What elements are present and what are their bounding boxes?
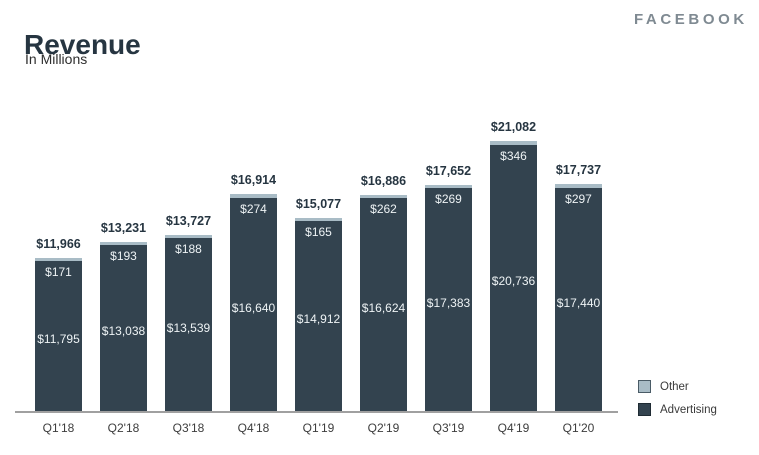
advertising-value-label: $14,912	[296, 312, 341, 326]
advertising-value-label: $13,539	[166, 320, 211, 335]
other-segment	[295, 218, 342, 221]
x-tick-Q2'19: Q2'19	[367, 421, 400, 435]
bar-Q2'18	[100, 242, 147, 411]
bar-Q1'18	[35, 258, 82, 411]
page-subtitle: In Millions	[25, 51, 88, 67]
other-segment	[425, 185, 472, 188]
total-value-label: $17,652	[425, 164, 472, 178]
chart-legend: Other Advertising	[638, 375, 717, 421]
advertising-value-label: $11,795	[37, 332, 80, 346]
other-value-label: $297	[565, 192, 592, 206]
legend-swatch-icon	[638, 380, 651, 393]
bar-Q4'18	[230, 194, 277, 411]
bar-Q3'18	[165, 235, 212, 411]
other-value-label: $165	[305, 225, 332, 239]
x-tick-Q3'19: Q3'19	[432, 421, 465, 435]
page-title: Revenue	[24, 28, 141, 60]
total-value-label: $16,886	[360, 174, 407, 188]
advertising-value-label: $20,736	[491, 274, 536, 288]
facebook-logo: FACEBOOK	[634, 11, 748, 28]
other-value-label: $188	[175, 242, 202, 256]
legend-swatch-icon	[638, 403, 651, 416]
total-value-label: $13,727	[165, 214, 212, 228]
bar-Q1'20	[555, 184, 602, 411]
other-segment	[165, 235, 212, 238]
bar-Q4'19	[490, 141, 537, 411]
total-value-label: $21,082	[490, 120, 537, 134]
other-value-label: $269	[435, 192, 462, 206]
other-segment	[35, 258, 82, 261]
other-segment	[100, 242, 147, 245]
x-tick-Q3'18: Q3'18	[172, 421, 205, 435]
x-tick-Q1'20: Q1'20	[562, 421, 595, 435]
other-segment	[360, 195, 407, 198]
total-value-label: $17,737	[555, 163, 602, 177]
legend-item-other: Other	[638, 375, 717, 398]
x-tick-Q4'18: Q4'18	[237, 421, 270, 435]
bar-Q1'19	[295, 218, 342, 411]
other-segment	[230, 194, 277, 198]
total-value-label: $11,966	[36, 237, 81, 251]
other-value-label: $262	[370, 202, 397, 216]
x-tick-Q1'19: Q1'19	[302, 421, 335, 435]
bar-Q2'19	[360, 195, 407, 411]
legend-label: Advertising	[660, 403, 717, 416]
advertising-value-label: $17,440	[556, 295, 601, 310]
other-segment	[490, 141, 537, 145]
legend-label: Other	[660, 380, 689, 393]
x-tick-Q1'18: Q1'18	[42, 421, 75, 435]
x-tick-Q4'19: Q4'19	[497, 421, 530, 435]
total-value-label: $16,914	[230, 173, 277, 187]
legend-item-advertising: Advertising	[638, 398, 717, 421]
other-segment	[555, 184, 602, 188]
advertising-value-label: $16,640	[231, 300, 276, 315]
other-value-label: $274	[240, 202, 267, 216]
total-value-label: $13,231	[100, 221, 147, 235]
advertising-value-label: $17,383	[426, 295, 471, 310]
other-value-label: $193	[110, 249, 137, 263]
total-value-label: $15,077	[295, 197, 342, 211]
other-value-label: $346	[500, 149, 527, 163]
bar-Q3'19	[425, 185, 472, 411]
x-axis-line	[15, 411, 618, 413]
advertising-value-label: $16,624	[361, 300, 406, 315]
advertising-value-label: $13,038	[101, 324, 146, 338]
other-value-label: $171	[45, 265, 72, 279]
x-tick-Q2'18: Q2'18	[107, 421, 140, 435]
